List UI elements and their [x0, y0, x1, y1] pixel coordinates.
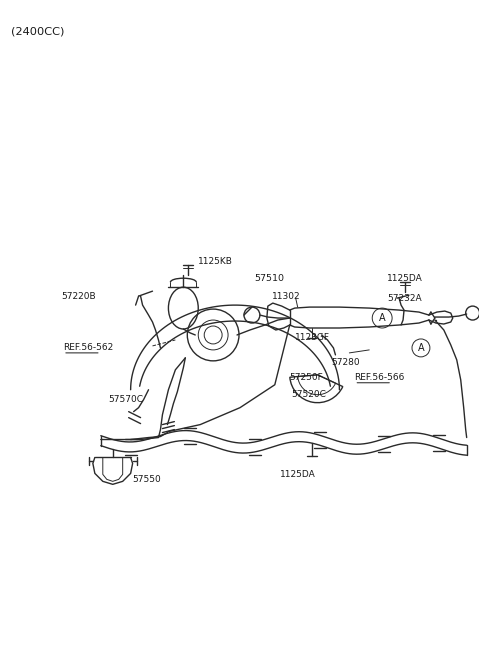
Text: 57570C: 57570C: [109, 395, 144, 404]
Text: 1125DA: 1125DA: [387, 274, 423, 283]
Text: 57520C: 57520C: [292, 390, 326, 400]
Text: 57232A: 57232A: [387, 294, 422, 302]
Text: 11302: 11302: [272, 292, 300, 300]
Text: 57550: 57550: [132, 475, 161, 484]
Text: REF.56-562: REF.56-562: [63, 343, 113, 352]
Text: 57220B: 57220B: [61, 292, 96, 300]
Text: (2400CC): (2400CC): [12, 26, 65, 36]
Text: 1125DA: 1125DA: [280, 470, 315, 479]
Text: A: A: [418, 343, 424, 353]
Text: REF.56-566: REF.56-566: [354, 373, 405, 382]
Text: 1123GF: 1123GF: [295, 333, 330, 342]
Text: 57280: 57280: [332, 358, 360, 367]
Text: 57250F: 57250F: [290, 373, 324, 382]
Text: 1125KB: 1125KB: [198, 256, 233, 266]
Text: 57510: 57510: [254, 274, 284, 283]
Text: A: A: [379, 313, 385, 323]
